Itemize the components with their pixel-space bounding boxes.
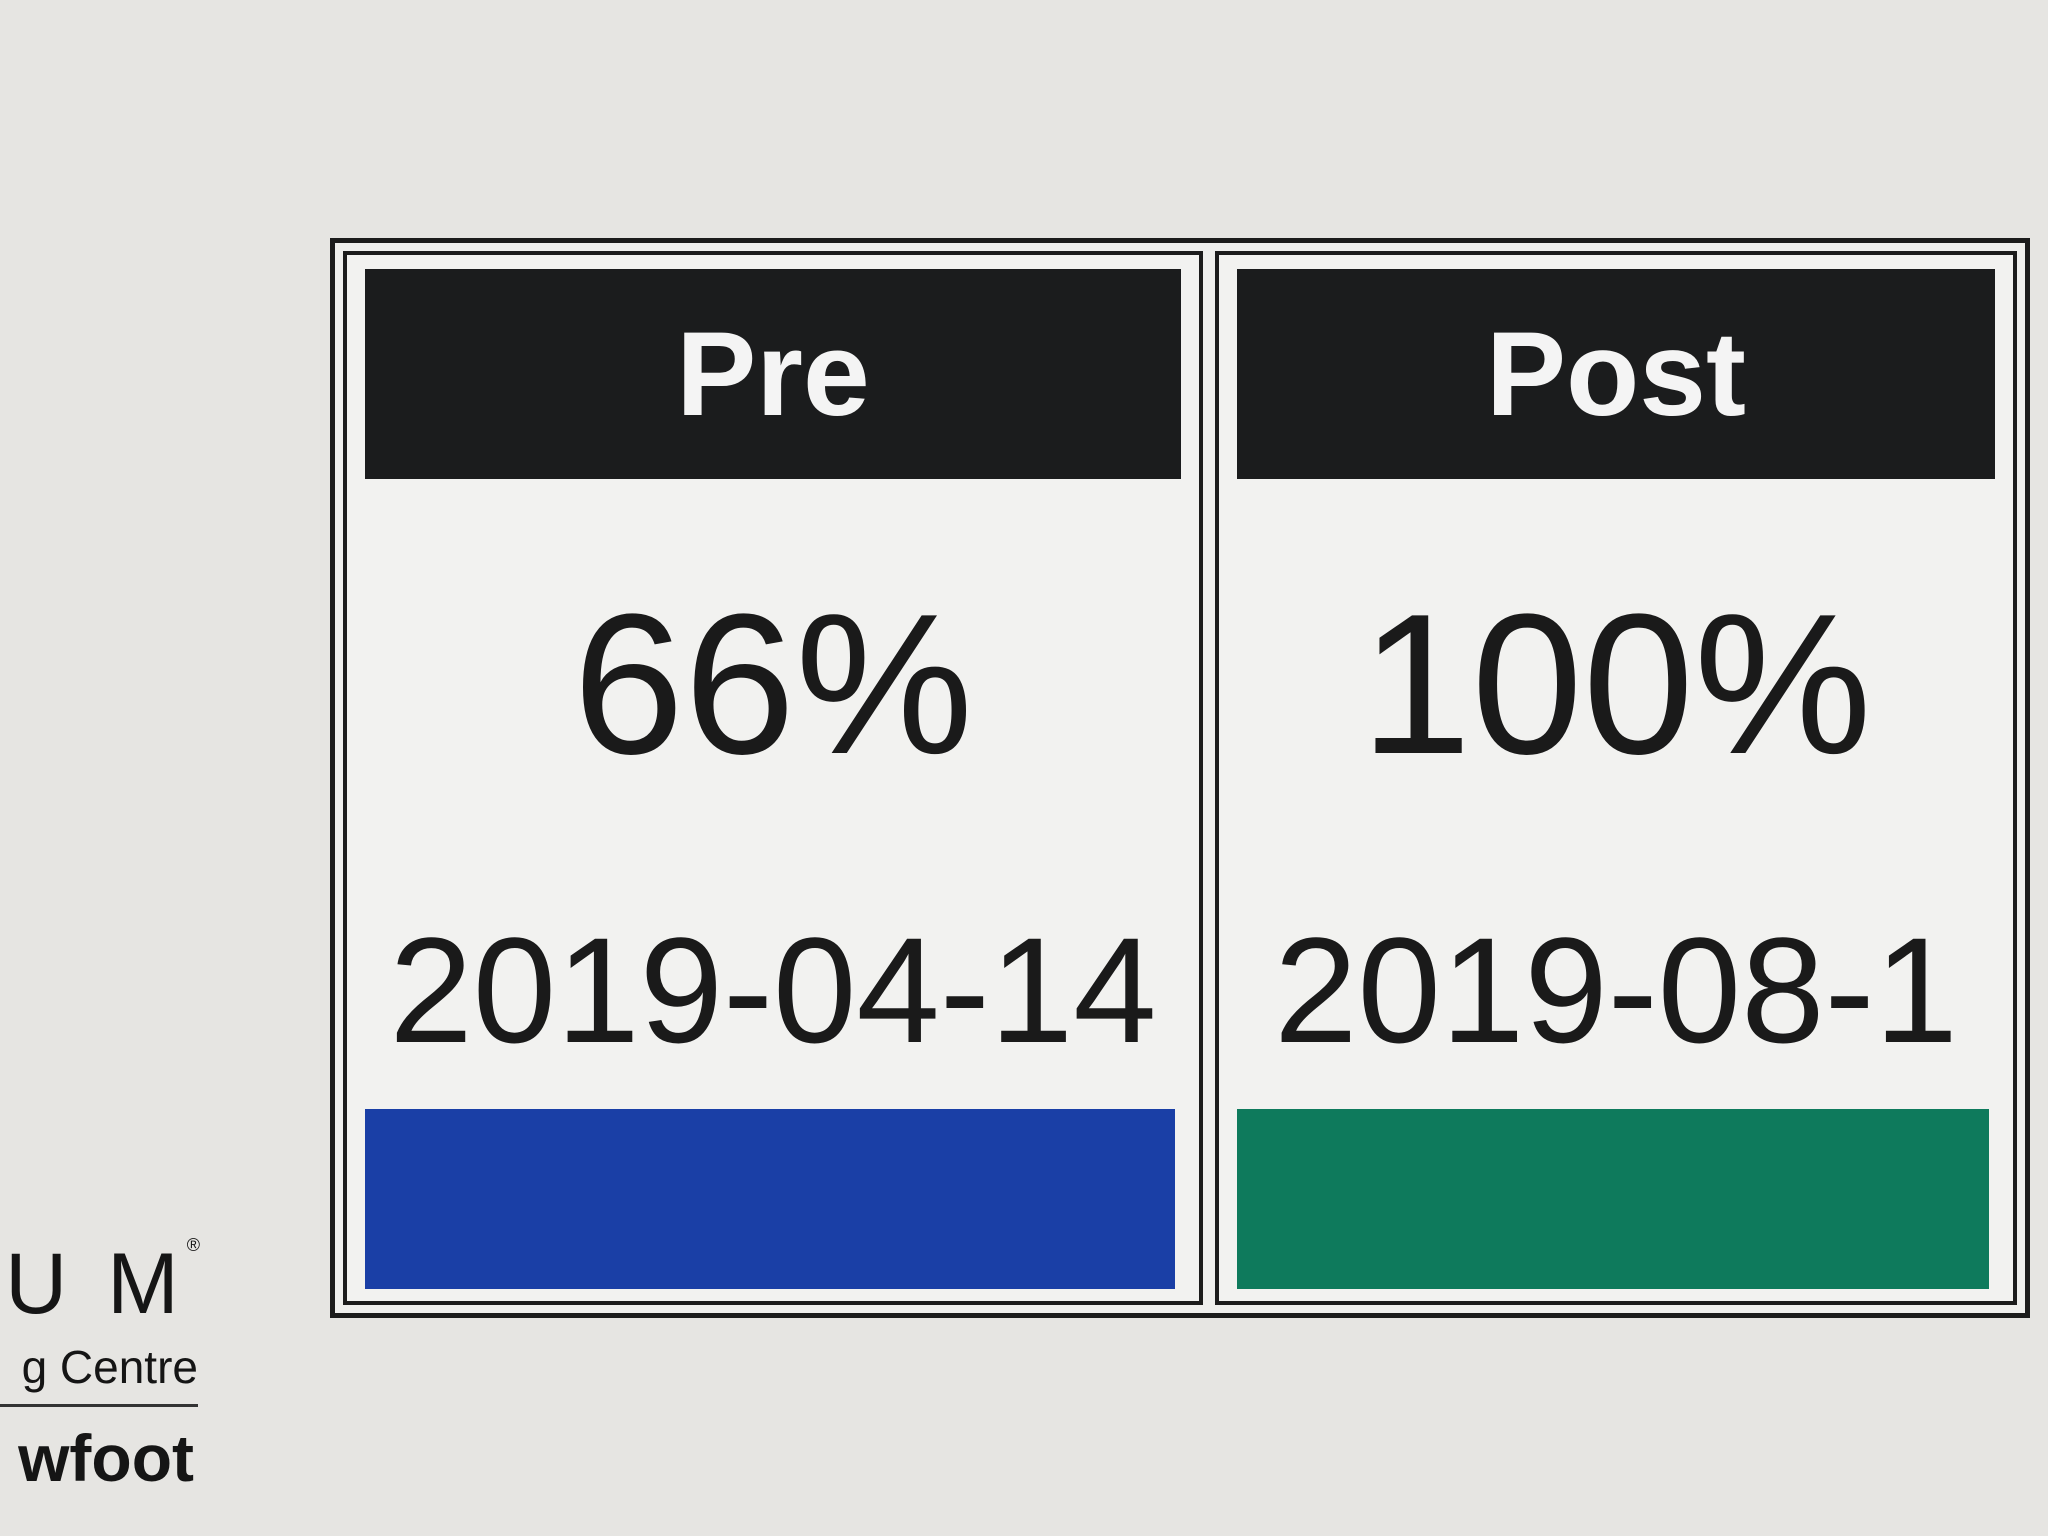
- pre-color-bar: [365, 1109, 1175, 1289]
- logo-line-1: U M®: [5, 1236, 200, 1332]
- pre-date: 2019-04-14: [389, 906, 1157, 1074]
- pre-score: 66%: [572, 573, 974, 796]
- post-date: 2019-08-1: [1274, 906, 1958, 1074]
- logo-wordmark: U M: [5, 1236, 187, 1332]
- logo-divider: [0, 1404, 198, 1407]
- logo: U M® g Centre wfoot: [0, 1236, 210, 1526]
- post-color-bar: [1237, 1109, 1989, 1289]
- logo-line-2: g Centre: [21, 1341, 198, 1393]
- pre-card: Pre 66% 2019-04-14: [343, 251, 1203, 1305]
- post-header: Post: [1237, 269, 1995, 479]
- post-card: Post 100% 2019-08-1: [1215, 251, 2017, 1305]
- post-score: 100%: [1360, 573, 1872, 796]
- pre-header: Pre: [365, 269, 1181, 479]
- results-table: Pre 66% 2019-04-14 Post 100% 2019-08-1: [330, 238, 2030, 1318]
- logo-line-3: wfoot: [18, 1421, 194, 1495]
- registered-mark: ®: [186, 1235, 200, 1255]
